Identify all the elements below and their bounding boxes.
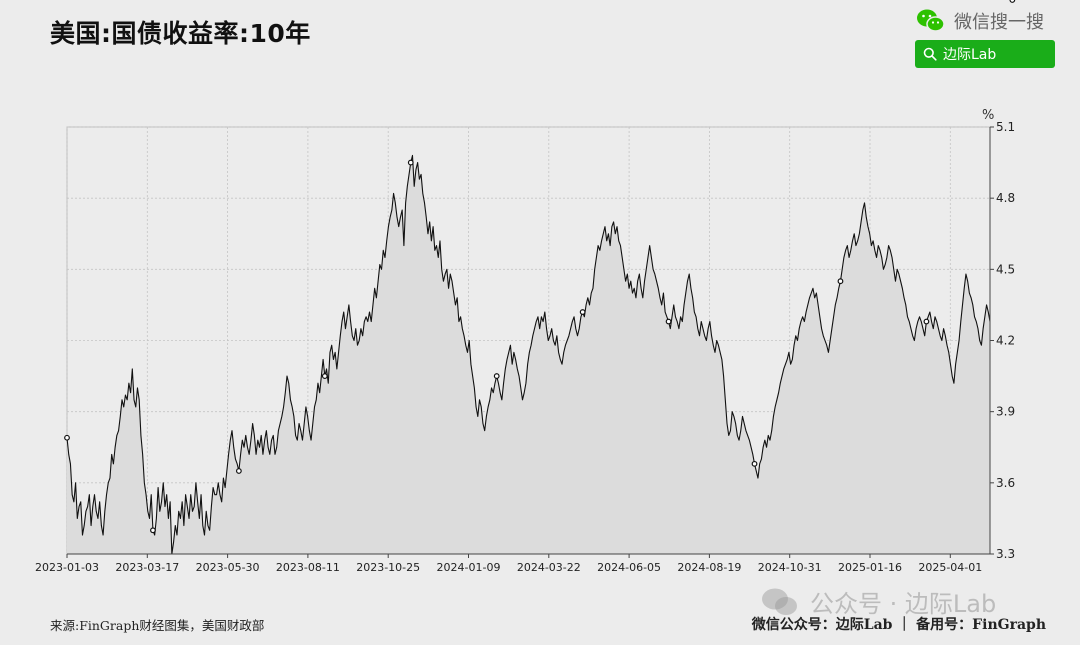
y-tick-label: 4.5	[996, 262, 1015, 276]
highlight-marker	[150, 527, 156, 534]
wechat-icon	[917, 9, 945, 32]
highlight-marker	[235, 468, 242, 474]
y-tick-label: 3.6	[996, 476, 1015, 490]
chart-title: 美国:国债收益率:10年	[50, 19, 311, 48]
x-tick-label: 2023-10-25	[356, 561, 420, 574]
x-tick-label: 2025-04-01	[918, 561, 982, 574]
search-icon	[923, 47, 937, 61]
search-button[interactable]: 边际Lab	[915, 40, 1055, 68]
axes: 3.3 3.6 3.9 4.2 4.5 4.8 5.1 2023-01-03 2023-03-1…	[35, 120, 1015, 574]
x-tick-label: 2023-08-11	[276, 561, 340, 574]
y-tick-label: 4.2	[996, 334, 1015, 348]
yield-area-fill	[67, 155, 990, 554]
data-source: 来源:FinGraph财经图集，美国财政部	[50, 618, 265, 633]
highlight-marker	[923, 318, 930, 325]
highlight-marker	[665, 318, 672, 325]
highlight-marker	[579, 309, 586, 315]
highlight-marker	[321, 373, 328, 379]
x-tick-label: 2024-10-31	[758, 561, 822, 574]
highlight-marker	[837, 278, 844, 285]
highlight-marker	[751, 460, 758, 467]
y-tick-label: 3.3	[996, 547, 1015, 561]
footer-account-info: 微信公众号：边际Lab ｜ 备用号：FinGraph	[751, 617, 1046, 633]
wechat-search-brand[interactable]: 微信搜一搜	[916, 8, 1044, 34]
yield-series-line	[66, 154, 991, 555]
watermark: 公众号 · 边际Lab	[760, 584, 996, 619]
highlight-marker	[64, 434, 70, 441]
highlight-markers	[64, 0, 1016, 534]
wechat-search-label: 微信搜一搜	[954, 12, 1044, 33]
x-tick-label: 2023-03-17	[115, 561, 179, 574]
x-tick-label: 2023-05-30	[196, 561, 260, 574]
watermark-text: 公众号 · 边际Lab	[810, 590, 997, 618]
y-axis-unit: %	[982, 108, 994, 123]
x-tick-label: 2024-01-09	[437, 561, 501, 574]
x-tick-label: 2025-01-16	[838, 561, 902, 574]
highlight-marker	[1009, 0, 1016, 3]
x-tick-label: 2024-06-05	[597, 561, 661, 574]
x-tick-label: 2024-03-22	[517, 561, 581, 574]
x-tick-label: 2024-08-19	[677, 561, 741, 574]
y-tick-label: 3.9	[996, 405, 1015, 419]
highlight-marker	[493, 373, 500, 379]
x-tick-label: 2023-01-03	[35, 561, 99, 574]
wechat-watermark-icon	[762, 588, 797, 615]
y-tick-label: 4.8	[996, 191, 1015, 205]
y-tick-label: 5.1	[996, 120, 1015, 134]
search-button-label: 边际Lab	[943, 47, 997, 63]
highlight-marker	[407, 159, 414, 166]
